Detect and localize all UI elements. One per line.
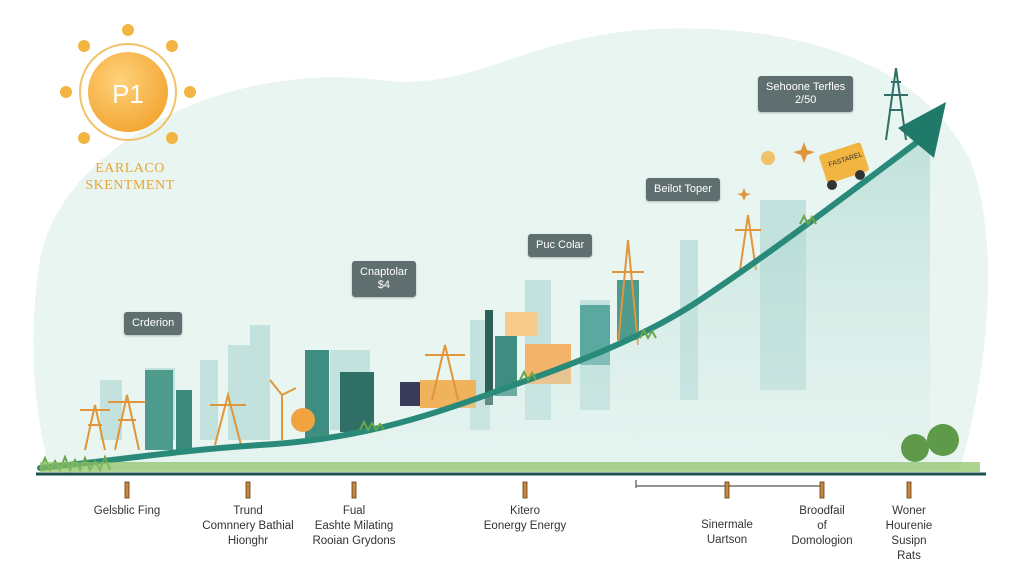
sun-caption-line1: EARLACO xyxy=(95,161,165,176)
timeline-label-6-line2: of xyxy=(817,520,827,532)
timeline-label-4-line2: Eonergy Energy xyxy=(483,520,567,532)
timeline-label-5-line2: Uartson xyxy=(706,534,748,546)
callout-3-line: Puc Colar xyxy=(536,239,585,251)
wind-turbine xyxy=(269,379,315,440)
timeline-label-5-line1: Sinermale xyxy=(701,519,753,531)
callout-2: Cnaptolar $4 xyxy=(352,261,416,297)
timeline-label-3-line2: Eashte Milating xyxy=(314,520,394,532)
timeline-label-2-line1: Trund xyxy=(233,505,263,517)
sun-icon xyxy=(60,24,196,144)
timeline-label-2: Trund Comnnery Bathial Hionghr xyxy=(173,504,323,549)
callout-4-line: Beilot Toper xyxy=(654,183,712,195)
timeline-label-1-line1: Gelsblic Fing xyxy=(93,505,161,517)
timeline-label-6-line1: Broodfail xyxy=(799,505,845,517)
timeline-label-7-line1: Woner xyxy=(892,505,926,517)
sun-caption: EARLACO SKENTMENT xyxy=(62,160,198,194)
callout-5-line1: Sehoone Terfles xyxy=(766,81,846,93)
timeline-label-7-line3: Susipn xyxy=(891,535,927,547)
sun-badge-label: P1 xyxy=(112,78,144,109)
callout-5: Sehoone Terfles 2/50 xyxy=(758,76,854,112)
timeline-markers xyxy=(124,481,912,499)
growth-curve xyxy=(37,137,923,471)
timeline-label-3-line3: Rooian Grydons xyxy=(312,535,396,547)
power-pylons xyxy=(80,214,761,451)
callout-2-line2: $4 xyxy=(377,279,390,291)
callout-1: Crderion xyxy=(124,312,183,335)
timeline-label-2-line3: Hionghr xyxy=(227,535,269,547)
growth-area xyxy=(40,135,930,470)
timeline-label-4: Kitero Eonergy Energy xyxy=(450,504,600,534)
timeline-label-6-line3: Domologion xyxy=(791,535,853,547)
callout-1-line: Crderion xyxy=(132,317,175,329)
timeline-label-4-line1: Kitero xyxy=(509,505,541,517)
timeline-label-6: Broodfail of Domologion xyxy=(747,504,897,549)
timeline-label-2-line2: Comnnery Bathial xyxy=(202,520,294,532)
timeline-label-5: Sinermale Uartson xyxy=(652,518,802,548)
timeline-label-3: Fual Eashte Milating Rooian Grydons xyxy=(279,504,429,549)
city-buildings xyxy=(145,280,639,450)
timeline-label-3-line1: Fual xyxy=(342,505,366,517)
timeline-label-7: Woner Hourenie Susipn Rats xyxy=(834,504,984,564)
growth-arrow-head xyxy=(898,102,946,158)
trees-icon xyxy=(901,424,959,462)
timeline-label-7-line2: Hourenie xyxy=(885,520,933,532)
timeline-label-1: Gelsblic Fing xyxy=(52,504,202,519)
callout-4: Beilot Toper xyxy=(646,178,720,201)
sparkle-icons xyxy=(737,142,815,201)
callout-2-line1: Cnaptolar xyxy=(360,266,408,278)
curve-grass xyxy=(359,213,817,433)
callout-5-line2: 2/50 xyxy=(794,94,817,106)
oil-derrick-icon xyxy=(884,67,908,141)
sun-caption-line2: SKENTMENT xyxy=(85,178,175,193)
timeline-label-7-line4: Rats xyxy=(897,550,921,562)
truck-icon xyxy=(819,142,869,190)
ground-strip xyxy=(40,462,980,472)
callout-3: Puc Colar xyxy=(528,234,593,257)
